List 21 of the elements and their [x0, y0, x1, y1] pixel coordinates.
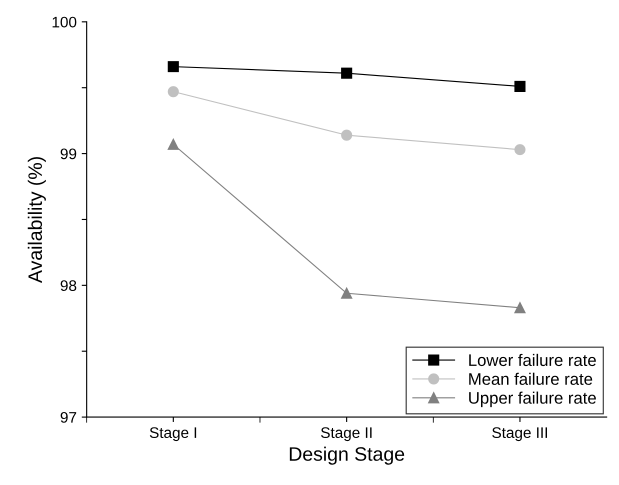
point [341, 68, 352, 79]
point [341, 130, 352, 141]
point [168, 86, 179, 98]
legend-label: Mean failure rate [469, 372, 592, 385]
point [514, 80, 526, 92]
y-tick-label: 100 [52, 16, 76, 28]
legend-label: Upper failure rate [469, 392, 596, 408]
point [514, 302, 526, 314]
x-axis-title: Design Stage [290, 446, 404, 465]
x-tick-label: Stage I [150, 427, 196, 442]
point [341, 288, 352, 299]
y-tick-label: 99 [60, 148, 76, 160]
legend-label: Lower failure rate [469, 354, 596, 366]
point [514, 144, 526, 156]
point [168, 138, 179, 150]
y-axis-title: Availability (%) [28, 157, 46, 283]
y-tick-label: 97 [60, 412, 76, 423]
x-tick-label: Stage III [492, 427, 548, 442]
x-tick-label: Stage II [321, 427, 372, 442]
point [168, 61, 179, 72]
y-tick-label: 98 [60, 280, 76, 292]
